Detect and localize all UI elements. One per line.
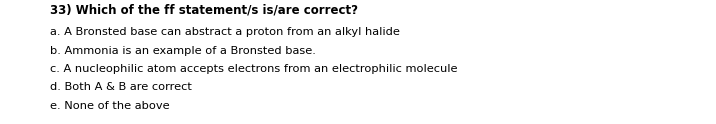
Text: c. A nucleophilic atom accepts electrons from an electrophilic molecule: c. A nucleophilic atom accepts electrons… (50, 64, 458, 74)
Text: e. None of the above: e. None of the above (50, 101, 170, 111)
Text: b. Ammonia is an example of a Bronsted base.: b. Ammonia is an example of a Bronsted b… (50, 46, 316, 56)
Text: d. Both A & B are correct: d. Both A & B are correct (50, 82, 192, 92)
Text: 33) Which of the ff statement/s is/are correct?: 33) Which of the ff statement/s is/are c… (50, 4, 358, 17)
Text: a. A Bronsted base can abstract a proton from an alkyl halide: a. A Bronsted base can abstract a proton… (50, 27, 400, 37)
